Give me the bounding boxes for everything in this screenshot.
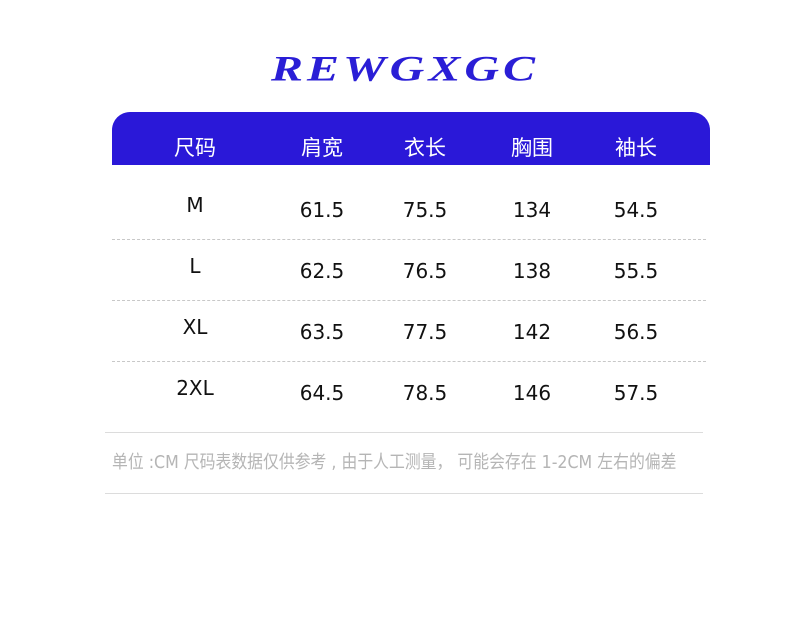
header-bar (112, 112, 710, 165)
column-header: 袖长 (615, 136, 657, 160)
measure-value: 142 (512, 320, 552, 344)
measure-value: 138 (512, 259, 552, 283)
brand-title: REWGXGC (270, 48, 540, 89)
measure-value: 146 (512, 381, 552, 405)
note: 单位 :CM 尺码表数据仅供参考 , 由于人工测量， 可能会存在 1-2CM 左… (112, 452, 677, 473)
measure-value: 78.5 (402, 381, 448, 405)
divider (105, 493, 703, 494)
size-label: L (189, 254, 201, 278)
measure-value: 77.5 (402, 320, 448, 344)
measure-value: 64.5 (299, 381, 345, 405)
divider (105, 432, 703, 433)
measure-value: 54.5 (613, 198, 659, 222)
measure-value: 134 (512, 198, 552, 222)
row-separator (112, 239, 706, 240)
size-label: M (186, 193, 204, 217)
size-label: XL (182, 315, 208, 339)
measure-value: 61.5 (299, 198, 345, 222)
column-header: 衣长 (404, 136, 446, 160)
measure-value: 62.5 (299, 259, 345, 283)
measure-value: 56.5 (613, 320, 659, 344)
column-header: 尺码 (174, 136, 216, 160)
measure-value: 57.5 (613, 381, 659, 405)
column-header: 肩宽 (301, 136, 343, 160)
row-separator (112, 300, 706, 301)
measure-value: 63.5 (299, 320, 345, 344)
measure-value: 55.5 (613, 259, 659, 283)
column-header: 胸围 (511, 136, 553, 160)
measure-value: 75.5 (402, 198, 448, 222)
row-separator (112, 361, 706, 362)
measure-value: 76.5 (402, 259, 448, 283)
size-label: 2XL (176, 376, 214, 400)
